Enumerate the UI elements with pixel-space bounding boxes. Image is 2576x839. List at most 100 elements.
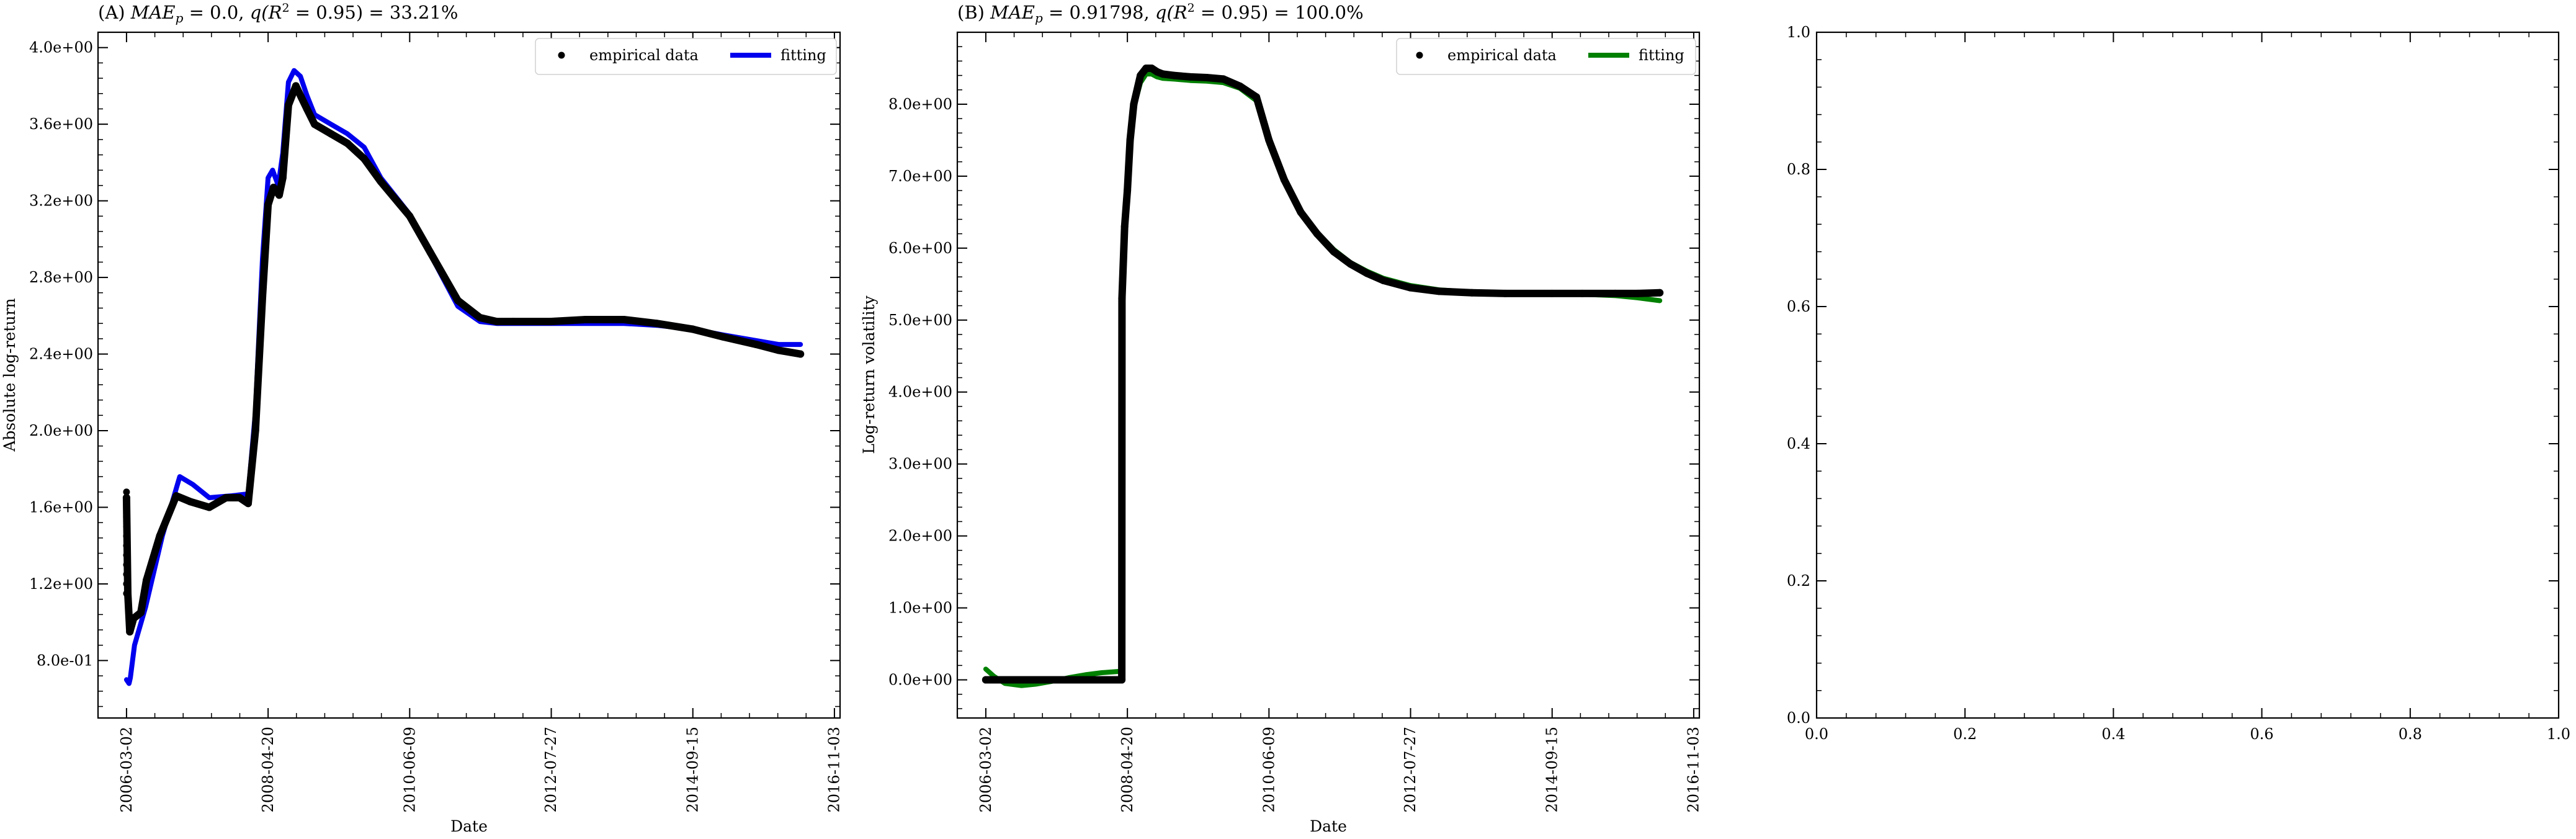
empirical-data-point — [454, 297, 462, 305]
x-tick-label: 2008-04-20 — [1119, 727, 1136, 812]
empirical-data-point — [205, 503, 213, 511]
empirical-data-point — [1253, 93, 1261, 101]
empirical-data-point — [1065, 676, 1073, 684]
empirical-data-point — [719, 333, 727, 341]
x-tick-label: 2012-07-27 — [1402, 727, 1419, 812]
panel-b-series — [982, 65, 1664, 688]
empirical-data-point — [406, 212, 414, 220]
empirical-data-point — [1118, 295, 1126, 302]
empirical-data-point — [297, 93, 305, 101]
panel-c: 0.0 0.2 0.4 0.6 0.8 1.0 0.0 0.2 0.4 0.6 0.8 1.0 — [1787, 24, 2570, 743]
legend-box — [1396, 38, 1696, 75]
empirical-data-point — [1109, 676, 1117, 684]
empirical-data-point — [774, 346, 782, 354]
y-tick-label: 8.0e-01 — [37, 652, 93, 669]
y-tick-label: 1.0 — [1787, 24, 1810, 41]
panel-a: (A) MAEp = 0.0, q(R2 = 0.95) = 33.21% 8.… — [1, 1, 843, 835]
empirical-data-point — [269, 184, 277, 191]
empirical-data-point — [1186, 73, 1194, 81]
legend-fitting-label: fitting — [780, 47, 826, 64]
empirical-data-point — [753, 341, 761, 349]
empirical-data-point — [998, 676, 1006, 684]
empirical-data-point — [222, 494, 230, 501]
empirical-data-point — [1548, 289, 1556, 297]
y-tick-label: 3.6e+00 — [29, 115, 93, 133]
empirical-data-point — [1612, 289, 1620, 297]
empirical-data-point — [1120, 223, 1129, 231]
empirical-data-point — [123, 494, 130, 501]
empirical-data-point — [123, 532, 130, 540]
legend-empirical-label: empirical data — [1447, 47, 1557, 64]
empirical-data-point — [1015, 676, 1023, 684]
empirical-data-point — [426, 249, 434, 256]
x-tick-label: 0.6 — [2250, 725, 2274, 743]
x-tick-label: 0.4 — [2101, 725, 2125, 743]
empirical-data-point — [123, 513, 130, 521]
empirical-data-point — [123, 571, 130, 578]
empirical-data-point — [1170, 71, 1178, 79]
panel-b-xlabel: Date — [1310, 817, 1347, 835]
empirical-data-point — [130, 614, 138, 622]
panel-a-x-axis: 2006-03-02 2008-04-20 2010-06-09 2012-07-27… — [97, 32, 843, 812]
empirical-data-point — [1363, 269, 1371, 277]
empirical-data-point — [1203, 74, 1210, 81]
empirical-data-point — [156, 532, 164, 540]
empirical-data-point — [123, 590, 130, 597]
empirical-data-point — [123, 580, 130, 588]
panel-b-y-axis: 0.0e+00 1.0e+00 2.0e+00 3.0e+00 4.0e+00 5.0e+… — [888, 32, 1699, 709]
empirical-data-point — [123, 552, 130, 559]
empirical-data-point — [1265, 136, 1273, 144]
empirical-data-point — [1468, 289, 1476, 297]
empirical-data-point — [1124, 187, 1132, 195]
x-tick-label: 0.0 — [1805, 725, 1828, 743]
empirical-data-point — [259, 292, 267, 300]
empirical-data-point — [327, 130, 335, 138]
y-tick-label: 0.0e+00 — [888, 671, 952, 689]
x-tick-label: 2014-09-15 — [1543, 727, 1560, 812]
x-tick-label: 2006-03-02 — [977, 727, 995, 812]
y-tick-label: 5.0e+00 — [888, 312, 952, 329]
empirical-data-point — [377, 177, 385, 186]
y-tick-label: 1.6e+00 — [29, 498, 93, 516]
empirical-data-point — [1148, 65, 1156, 72]
empirical-data-point — [581, 316, 589, 323]
panel-c-frame — [1815, 31, 2560, 719]
empirical-data-point — [360, 155, 368, 163]
y-tick-label: 3.0e+00 — [888, 455, 952, 473]
empirical-data-point — [982, 676, 990, 684]
empirical-data-point — [123, 504, 130, 511]
empirical-data-point — [292, 82, 300, 90]
y-tick-label: 0.6 — [1787, 298, 1810, 315]
x-tick-label: 2006-03-02 — [118, 727, 135, 812]
empirical-data-point — [123, 561, 130, 568]
panel-b-frame — [956, 31, 1701, 719]
empirical-data-point — [1501, 289, 1509, 297]
y-tick-label: 7.0e+00 — [888, 168, 952, 185]
panel-b-x-axis: 2006-03-02 2008-04-20 2010-06-09 2012-07-27… — [957, 32, 1702, 812]
legend-empirical-label: empirical data — [589, 47, 699, 64]
empirical-data-point — [186, 498, 194, 506]
x-tick-label: 2010-06-09 — [1260, 727, 1277, 812]
empirical-data-point — [1407, 284, 1415, 292]
panel-b-legend: empirical data fitting — [1396, 38, 1696, 75]
empirical-data-point — [244, 500, 252, 508]
panel-a-ylabel: Absolute log-return — [1, 298, 19, 452]
x-tick-label: 2010-06-09 — [401, 727, 418, 812]
empirical-data-point — [303, 105, 311, 113]
empirical-data-trace — [982, 65, 1664, 684]
x-tick-label: 2012-07-27 — [542, 727, 560, 812]
legend-fitting-label: fitting — [1639, 47, 1684, 64]
empirical-data-point — [264, 200, 272, 209]
empirical-data-point — [123, 523, 130, 530]
panel-a-y-axis: 8.0e-01 1.2e+00 1.6e+00 2.0e+00 2.4e+00 2.8e+… — [29, 32, 840, 707]
panel-a-xlabel: Date — [450, 817, 488, 835]
x-tick-label: 0.8 — [2399, 725, 2422, 743]
empirical-data-point — [493, 318, 501, 326]
x-tick-label: 2014-09-15 — [684, 727, 701, 812]
empirical-data-point — [1126, 136, 1134, 144]
empirical-data-point — [476, 313, 484, 321]
panel-a-series — [122, 68, 805, 686]
empirical-data-point — [1098, 676, 1106, 684]
panel-a-legend: empirical data fitting — [535, 38, 837, 75]
